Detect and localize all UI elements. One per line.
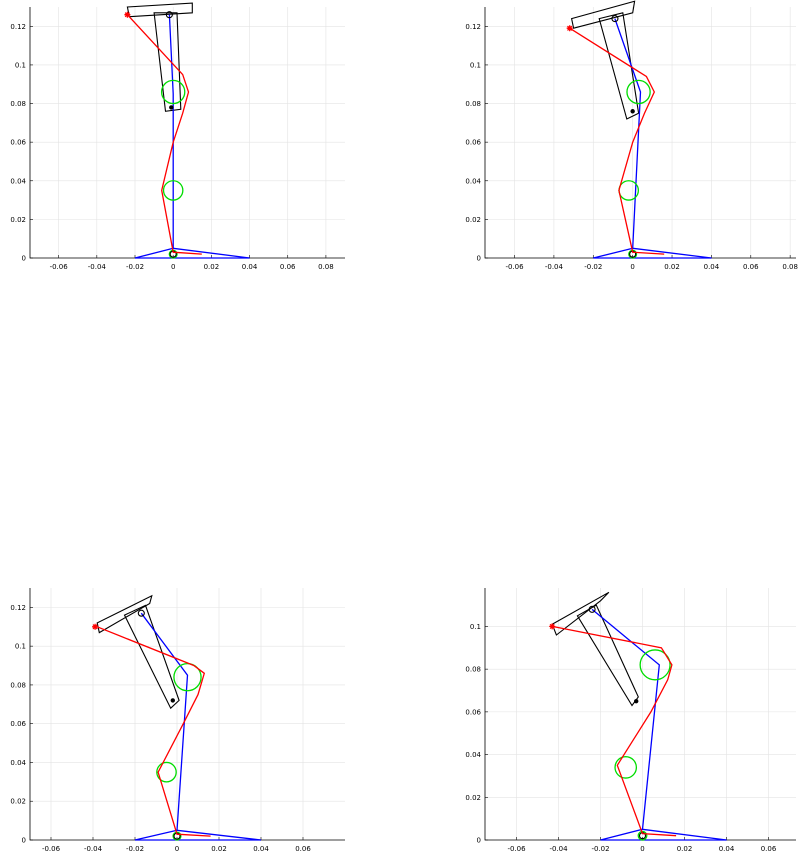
link-line [168,14,174,249]
tendon-path [126,14,202,255]
dot-marker [630,109,635,114]
x-tick-label: 0.02 [677,845,693,853]
y-tick-label: 0.1 [15,61,26,69]
joint-circle [614,756,638,779]
dot-marker [170,698,175,703]
body-rectangle [598,12,640,120]
y-tick-label: 0.12 [10,23,26,31]
body-rectangle [123,604,180,710]
y-tick-label: 0.12 [465,23,481,31]
x-tick-label: 0.08 [318,263,334,271]
x-tick-label: -0.04 [549,845,568,853]
joint-circle [639,649,671,681]
x-tick-label: 0.04 [253,845,269,853]
y-tick-label: 0.02 [10,216,26,224]
star-marker [124,11,131,18]
pivot-circle [588,605,596,613]
y-tick-label: 0 [22,837,26,845]
x-tick-label: -0.02 [591,845,609,853]
y-tick-label: 0.1 [470,61,481,69]
x-tick-label: -0.02 [126,263,144,271]
pivot-circle [137,609,145,617]
star-marker [549,623,556,630]
x-tick-label: 0.04 [704,263,720,271]
x-tick-label: 0 [640,845,644,853]
y-tick-label: 0.08 [10,100,26,108]
y-tick-label: 0.04 [465,751,481,759]
link-line [614,18,642,249]
x-tick-label: 0.06 [743,263,759,271]
x-tick-label: -0.06 [50,263,69,271]
subplot-3: -0.06 -0.04 -0.02 0 0.02 0.04 0.06 0 0.02 0.04 0.0… [10,588,345,853]
joint-circle [156,761,177,783]
y-tick-label: 0.06 [465,708,481,716]
x-tick-label: 0.06 [295,845,311,853]
x-tick-label: 0.08 [782,263,798,271]
y-tick-label: 0.02 [465,794,481,802]
x-tick-label: 0.02 [664,263,680,271]
star-marker [92,623,99,630]
top-bar-rectangle [570,0,636,29]
joint-circle [626,79,651,105]
y-tick-label: 0.08 [465,100,481,108]
tendon-path [552,625,677,837]
x-tick-label: -0.06 [505,263,524,271]
y-tick-label: 0 [477,837,481,845]
top-bar-rectangle [96,594,153,634]
y-tick-label: 0.06 [10,139,26,147]
tendon-path [569,27,665,255]
subplot-1: -0.06 -0.04 -0.02 0 0.02 0.04 0.06 0.08 0 0.02 0.0… [10,2,345,271]
star-marker [566,25,573,32]
pivot-circle [165,11,173,19]
x-tick-label: 0.02 [204,263,220,271]
y-tick-label: 0 [477,255,481,263]
axes-frame [484,588,796,841]
y-tick-label: 0.04 [465,177,481,185]
axes-frame [29,7,345,259]
x-tick-label: -0.06 [42,845,61,853]
dot-marker [169,105,174,110]
joint-circle [160,79,186,105]
subplot-2: -0.06 -0.04 -0.02 0 0.02 0.04 0.06 0.08 0 0.02 0.0… [465,0,798,271]
dot-marker [634,698,639,704]
joint-circle [162,180,184,201]
y-tick-label: 0.06 [465,139,481,147]
x-tick-label: -0.06 [507,845,526,853]
y-tick-label: 0.08 [465,666,481,674]
x-tick-label: 0.06 [280,263,296,271]
body-rectangle [576,604,639,707]
x-tick-label: 0.04 [242,263,258,271]
y-tick-label: 0.04 [10,759,26,767]
y-tick-label: 0 [22,255,26,263]
x-tick-label: 0.02 [211,845,227,853]
y-tick-label: 0.06 [10,720,26,728]
link-line [591,608,660,830]
x-tick-label: -0.04 [88,263,107,271]
x-tick-label: 0 [171,263,175,271]
x-tick-label: -0.02 [126,845,144,853]
body-rectangle [153,12,182,112]
link-line [140,612,189,831]
y-tick-label: 0.02 [465,216,481,224]
y-tick-label: 0.1 [470,623,481,631]
y-tick-label: 0.04 [10,177,26,185]
x-tick-label: 0.04 [719,845,735,853]
x-tick-label: 0 [630,263,634,271]
x-tick-label: -0.04 [84,845,103,853]
x-tick-label: 0 [175,845,179,853]
x-tick-label: -0.02 [584,263,602,271]
y-tick-label: 0.02 [10,798,26,806]
y-tick-label: 0.12 [10,604,26,612]
y-tick-label: 0.1 [15,643,26,651]
x-tick-label: 0.06 [761,845,777,853]
y-tick-label: 0.08 [10,681,26,689]
joint-circle [637,830,648,841]
pivot-circle [611,15,619,23]
tendon-path [96,626,211,837]
top-bar-rectangle [126,2,193,18]
subplot-4: -0.06 -0.04 -0.02 0 0.02 0.04 0.06 0 0.02 0.04 0.0… [465,588,796,853]
axes-frame [484,7,796,259]
x-tick-label: -0.04 [545,263,564,271]
